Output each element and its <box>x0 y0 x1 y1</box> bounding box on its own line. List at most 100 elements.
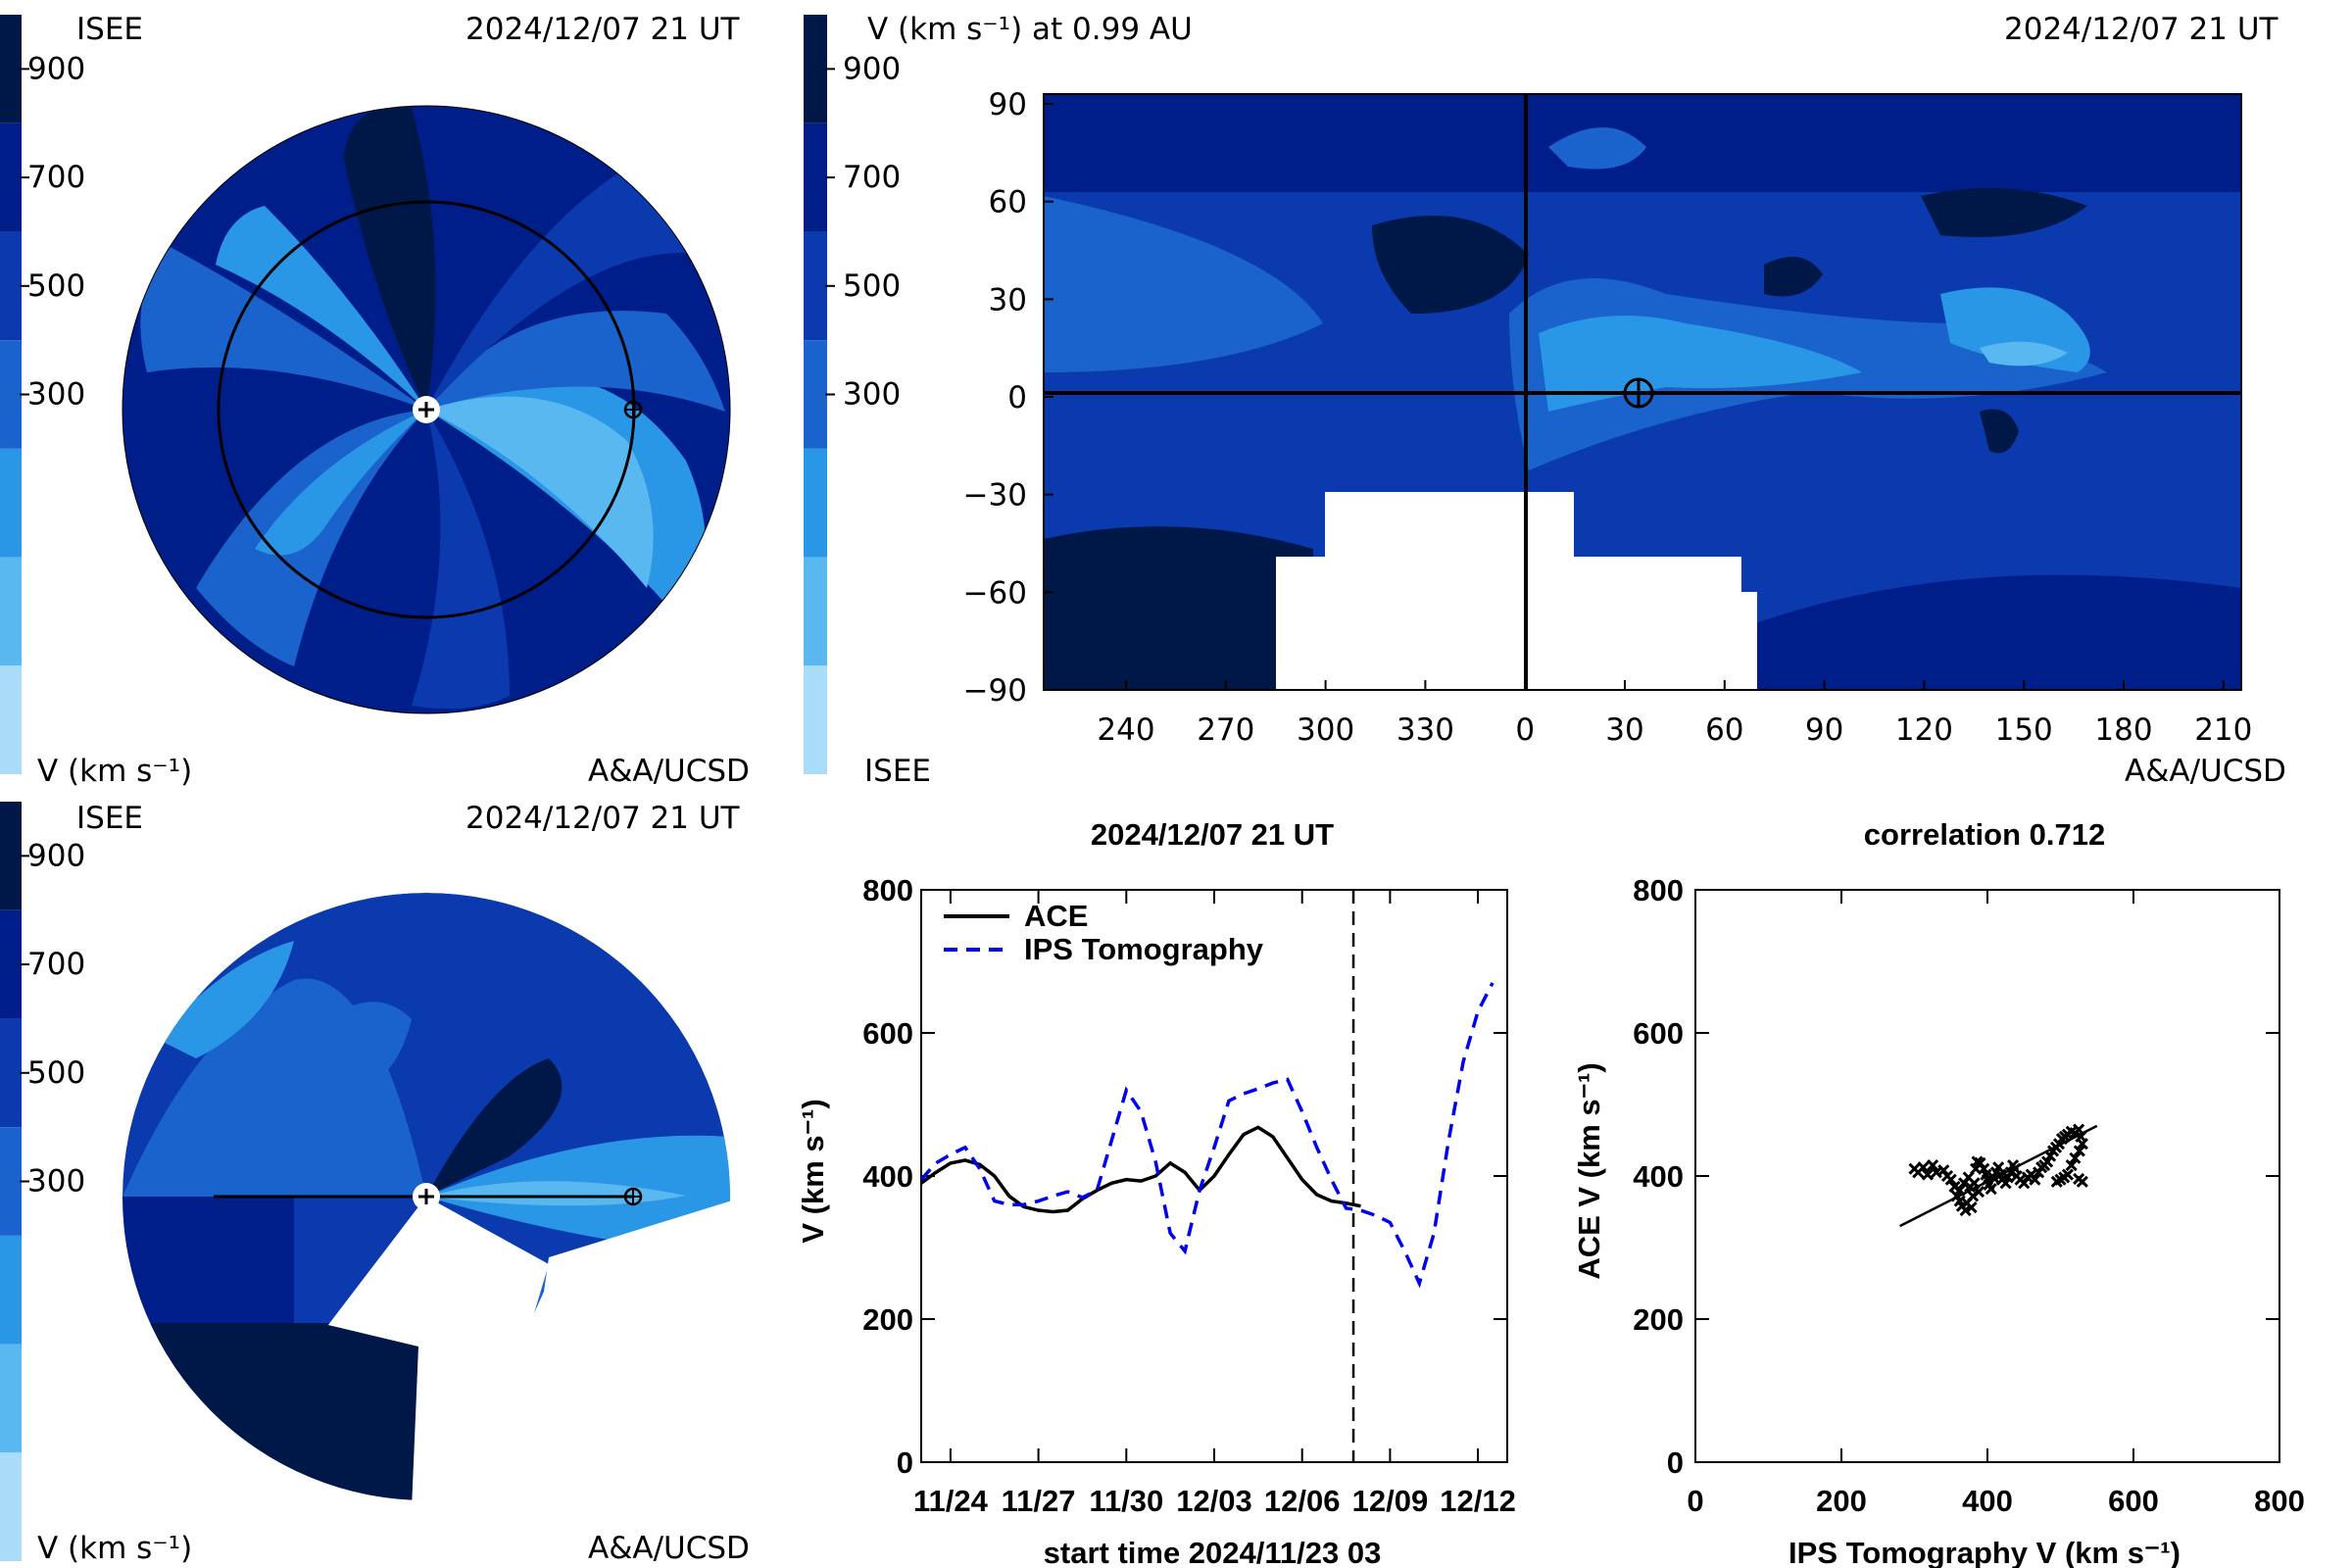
colorbar-band <box>0 1344 22 1453</box>
scatter-point <box>1965 1201 1978 1214</box>
map-y-tick-label: −30 <box>963 478 1027 514</box>
colorbar-tick-label: 900 <box>27 838 85 873</box>
scatter-point <box>2073 1172 2085 1185</box>
x-tick-label: 12/06 <box>1264 1484 1341 1518</box>
map-x-tick-label: 180 <box>2094 712 2152 748</box>
scatter-point <box>1917 1161 1930 1174</box>
colorbar-band <box>804 340 827 449</box>
timestamp: 2024/12/07 21 UT <box>466 801 741 836</box>
panel-ecliptic-view: ISEE 2024/12/07 21 UT V (km s⁻¹) A&A/UCS… <box>37 12 750 789</box>
colorbar-band <box>0 448 22 558</box>
colorbar-tick-label: 700 <box>843 160 901 195</box>
scatter-point <box>2050 1175 2063 1188</box>
chart-title: 2024/12/07 21 UT <box>1091 817 1334 852</box>
colorbar-band <box>0 15 22 123</box>
scatter-point <box>2069 1152 2082 1164</box>
earth-marker-icon <box>623 400 643 419</box>
sun-cross-icon <box>418 1189 434 1204</box>
scatter-point <box>1953 1184 1966 1197</box>
credit-label: A&A/UCSD <box>588 754 750 789</box>
colorbar-band <box>804 15 827 123</box>
colorbar-band <box>804 557 827 666</box>
scatter-point <box>2041 1155 2054 1168</box>
colorbar-tick-label: 900 <box>27 51 85 86</box>
x-tick-label: 400 <box>1962 1484 2013 1518</box>
scatter-point <box>1921 1168 1934 1181</box>
colorbar-band <box>0 1127 22 1236</box>
scatter-point <box>2073 1145 2085 1157</box>
y-tick-label: 600 <box>862 1016 913 1051</box>
x-tick-label: 11/24 <box>913 1484 989 1518</box>
map-title: V (km s⁻¹) at 0.99 AU <box>867 12 1193 47</box>
scatter-point <box>2076 1138 2088 1151</box>
map-y-tick-labels: 90 60 30 0 −30 −60 −90 <box>963 87 1054 709</box>
map-x-tick-label: 300 <box>1297 712 1354 748</box>
colorbar-ecliptic: 900 700 500 300 <box>0 15 85 774</box>
colorbar-band <box>804 231 827 341</box>
scatter-plot: 0 200 400 600 800 0 200 400 600 800 <box>1633 873 2305 1518</box>
colorbar-tick-label: 900 <box>843 51 901 86</box>
earth-marker-icon <box>623 1187 643 1206</box>
map-x-tick-label: 0 <box>1515 712 1535 748</box>
map-x-tick-label: 30 <box>1605 712 1643 748</box>
panel-meridional-view: ISEE 2024/12/07 21 UT V (km s⁻¹) A&A/UCS… <box>37 801 750 1566</box>
unit-label: V (km s⁻¹) <box>37 1531 192 1566</box>
panel-time-series: 2024/12/07 21 UT start time 2024/11/23 0… <box>796 817 1516 1568</box>
colorbar-map: 900 700 500 300 <box>804 15 901 774</box>
map-y-tick-label: 0 <box>1007 380 1027 416</box>
scatter-point <box>1984 1183 1997 1196</box>
scatter-point <box>1927 1158 1939 1172</box>
colorbar-band <box>0 1018 22 1128</box>
map-y-tick-label: 30 <box>989 282 1027 318</box>
colorbar-tick-label: 700 <box>27 947 85 982</box>
map-x-tick-label: 330 <box>1396 712 1454 748</box>
source-label: ISEE <box>76 801 143 836</box>
time-series-plot: 0 200 400 600 800 11/24 11/27 11/30 12/03 12/06 12… <box>862 873 1516 1518</box>
colorbar-band <box>0 802 22 910</box>
scatter-point <box>1944 1173 1957 1186</box>
colorbar-band <box>804 122 827 232</box>
series-line-ips-tomography <box>919 982 1494 1289</box>
timestamp: 2024/12/07 21 UT <box>466 12 741 47</box>
colorbar-tick-label: 300 <box>843 377 901 413</box>
legend-label-ips: IPS Tomography <box>1024 932 1264 966</box>
scatter-point <box>2065 1158 2078 1172</box>
y-axis-label: V (km s⁻¹) <box>796 1099 830 1243</box>
scatter-point <box>1964 1180 1977 1194</box>
x-tick-label: 12/12 <box>1440 1484 1516 1518</box>
unit-label: V (km s⁻¹) <box>37 754 192 789</box>
y-tick-label: 200 <box>1633 1302 1684 1337</box>
colorbar-band <box>0 557 22 666</box>
x-tick-label: 12/03 <box>1176 1484 1252 1518</box>
x-tick-label: 11/27 <box>1002 1484 1076 1518</box>
scatter-point <box>1962 1171 1975 1184</box>
colorbar-band <box>0 122 22 232</box>
x-tick-label: 12/09 <box>1352 1484 1429 1518</box>
legend: ACE IPS Tomography <box>944 899 1264 966</box>
view-boundary <box>122 105 731 714</box>
colorbar-tick-label: 500 <box>27 269 85 304</box>
colorbar-tick-label: 500 <box>843 269 901 304</box>
colorbar-band <box>0 909 22 1019</box>
colorbar-band <box>0 340 22 449</box>
map-x-tick-labels: 240 270 300 330 0 30 60 90 120 150 180 210 <box>1097 680 2252 748</box>
x-tick-label: 800 <box>2254 1484 2305 1518</box>
y-tick-label: 0 <box>897 1446 913 1480</box>
map-y-tick-label: 60 <box>989 185 1027 220</box>
panel-synoptic-map: V (km s⁻¹) at 0.99 AU 2024/12/07 21 UT I… <box>864 12 2286 789</box>
legend-label-ace: ACE <box>1024 899 1088 933</box>
x-tick-label: 200 <box>1816 1484 1867 1518</box>
y-tick-label: 0 <box>1667 1446 1684 1480</box>
colorbar-band <box>804 665 827 774</box>
map-y-tick-label: 90 <box>989 87 1027 122</box>
x-axis-label: start time 2024/11/23 03 <box>1044 1536 1382 1568</box>
map-x-tick-label: 210 <box>2194 712 2252 748</box>
map-x-tick-label: 90 <box>1805 712 1843 748</box>
map-x-tick-label: 240 <box>1097 712 1154 748</box>
x-axis-label: IPS Tomography V (km s⁻¹) <box>1788 1536 2180 1568</box>
scatter-point <box>2029 1173 2041 1186</box>
source-label: ISEE <box>76 12 143 47</box>
no-data-region <box>1276 492 1757 690</box>
colorbar-band <box>0 665 22 774</box>
